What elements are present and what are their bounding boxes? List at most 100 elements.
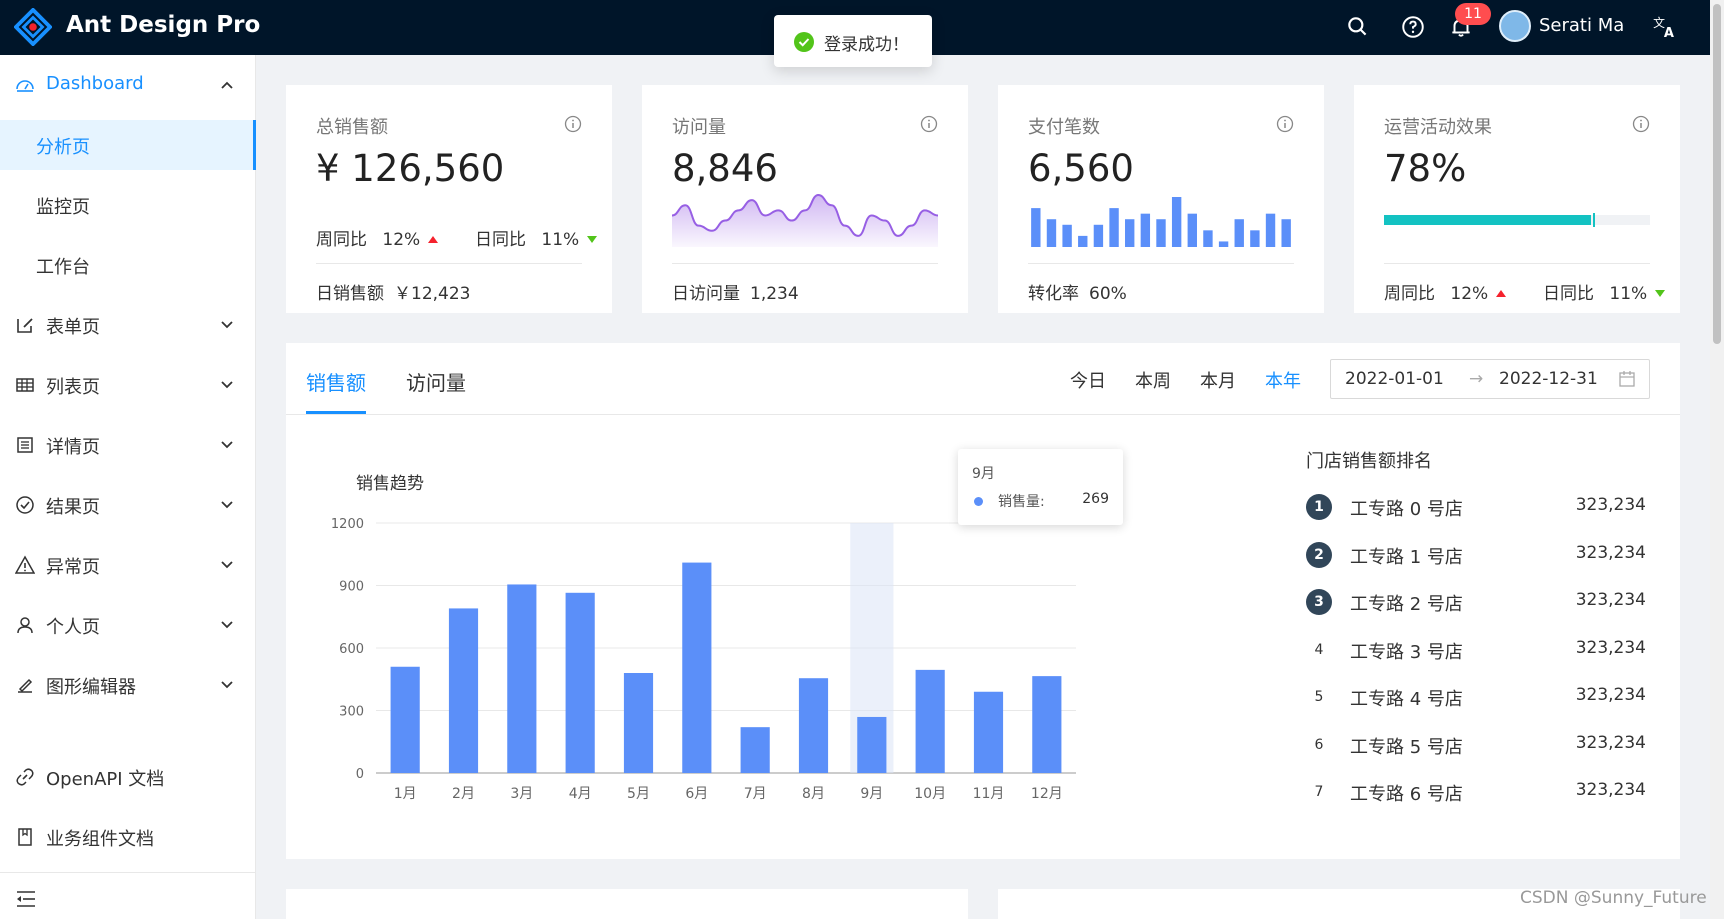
date-range-picker[interactable]: 2022-01-01 → 2022-12-31 — [1330, 359, 1650, 399]
x-tick-label: 12月 — [1031, 786, 1063, 802]
bar-11月[interactable] — [973, 691, 1004, 773]
rank-value: 323,234 — [1575, 495, 1646, 515]
menu-fold-icon[interactable] — [15, 889, 37, 909]
period-today[interactable]: 今日 — [1070, 371, 1106, 392]
ranking-title: 门店销售额排名 — [1306, 451, 1432, 472]
rank-number: 2 — [1306, 541, 1332, 568]
sales-bar-chart[interactable]: 0 300 600 900 1200 1月 2月 3月 4月 5月 6月 7月 8月 9月 10月 11月 12… — [326, 493, 1086, 833]
chevron-down-icon — [221, 321, 233, 329]
chevron-up-icon — [221, 81, 233, 89]
bar-1月[interactable] — [390, 666, 420, 773]
bar-6月[interactable] — [682, 562, 712, 773]
x-tick-label: 6月 — [685, 786, 708, 802]
progress-target-marker — [1592, 213, 1595, 227]
submenu-monitor-label: 监控页 — [36, 197, 90, 218]
rank-value: 323,234 — [1575, 590, 1646, 610]
chevron-down-icon — [221, 441, 233, 449]
caret-down-icon — [1655, 290, 1666, 297]
ranking-row: 7 工专路 6 号店 323,234 — [1306, 777, 1646, 807]
x-tick-label: 8月 — [802, 786, 825, 802]
svg-text:A: A — [1664, 26, 1674, 40]
progress-fill — [1384, 215, 1592, 225]
payments-bar — [1203, 230, 1213, 247]
menu-result[interactable]: 结果页 — [0, 480, 256, 530]
day-label: 日同比 — [1543, 284, 1595, 304]
avatar[interactable] — [1499, 10, 1531, 42]
period-week[interactable]: 本周 — [1135, 371, 1171, 392]
info-icon[interactable] — [920, 115, 938, 133]
tooltip-title: 9月 — [972, 466, 995, 482]
x-tick-label: 4月 — [569, 786, 592, 802]
payments-bar — [1140, 213, 1151, 247]
menu-detail[interactable]: 详情页 — [0, 420, 256, 470]
card-value: ¥ 126,560 — [316, 147, 505, 190]
ranking-row: 5 工专路 4 号店 323,234 — [1306, 682, 1646, 712]
rank-number: 1 — [1306, 494, 1332, 520]
rank-store-name: 工专路 4 号店 — [1350, 689, 1463, 710]
date-end-input[interactable]: 2022-12-31 — [1499, 369, 1598, 389]
rank-store-name: 工专路 0 号店 — [1350, 499, 1463, 520]
info-icon[interactable] — [1632, 115, 1650, 133]
bar-10月[interactable] — [915, 669, 945, 773]
scrollbar-thumb[interactable] — [1713, 4, 1721, 344]
search-icon[interactable] — [1345, 14, 1371, 40]
payments-bar — [1093, 224, 1104, 247]
menu-editor-label: 图形编辑器 — [46, 677, 136, 698]
rank-number: 4 — [1314, 641, 1324, 658]
ant-logo-icon[interactable] — [14, 8, 52, 46]
period-year[interactable]: 本年 — [1265, 371, 1301, 392]
menu-form[interactable]: 表单页 — [0, 300, 256, 350]
card-divider — [1384, 263, 1650, 264]
x-tick-label: 9月 — [860, 786, 883, 802]
bar-2月[interactable] — [448, 608, 479, 773]
y-tick-label: 0 — [356, 767, 364, 782]
question-icon[interactable] — [1400, 14, 1426, 40]
sales-panel: 销售额 访问量 今日 本周 本月 本年 2022-01-01 → 2022-12… — [286, 343, 1680, 859]
user-name[interactable]: Serati Ma — [1539, 15, 1625, 36]
card-footer: 周同比 12% 日同比 11% — [1384, 279, 1666, 304]
bar-8月[interactable] — [798, 678, 829, 773]
menu-exception[interactable]: 异常页 — [0, 540, 256, 590]
menu-dashboard[interactable]: Dashboard — [0, 60, 256, 110]
rank-number: 5 — [1314, 689, 1324, 705]
highlight-icon — [18, 678, 33, 693]
calendar-icon[interactable] — [1618, 370, 1636, 388]
bar-12月[interactable] — [1032, 676, 1062, 773]
caret-up-icon — [1496, 290, 1507, 297]
x-tick-label: 5月 — [627, 786, 650, 802]
menu-list[interactable]: 列表页 — [0, 360, 256, 410]
payments-bar — [1281, 219, 1291, 247]
bar-9月[interactable] — [857, 716, 887, 773]
date-start-input[interactable]: 2022-01-01 — [1345, 369, 1444, 389]
menu-editor[interactable]: 图形编辑器 — [0, 660, 256, 710]
x-tick-label: 2月 — [452, 786, 475, 802]
info-icon[interactable] — [1276, 115, 1294, 133]
payments-bar — [1218, 241, 1229, 247]
arrow-right-icon: → — [1469, 369, 1484, 389]
menu-component-docs[interactable]: 业务组件文档 — [0, 812, 256, 862]
payments-bar — [1171, 197, 1182, 247]
submenu-monitor[interactable]: 监控页 — [0, 180, 256, 230]
menu-account[interactable]: 个人页 — [0, 600, 256, 650]
tab-visits[interactable]: 访问量 — [406, 371, 466, 395]
footer-label: 日销售额 — [316, 284, 384, 304]
bar-3月[interactable] — [507, 584, 537, 773]
card-value: 6,560 — [1028, 147, 1134, 190]
chart-title: 销售趋势 — [356, 474, 424, 494]
caret-up-icon — [428, 236, 439, 243]
x-tick-label: 3月 — [510, 786, 533, 802]
period-month[interactable]: 本月 — [1200, 371, 1236, 392]
info-icon[interactable] — [564, 115, 582, 133]
submenu-workplace[interactable]: 工作台 — [0, 240, 256, 290]
bar-5月[interactable] — [623, 673, 654, 773]
menu-openapi-docs[interactable]: OpenAPI 文档 — [0, 752, 256, 802]
app-title[interactable]: Ant Design Pro — [66, 12, 261, 38]
notification-badge: 11 — [1455, 3, 1491, 25]
bar-7月[interactable] — [740, 727, 770, 773]
bar-4月[interactable] — [565, 592, 595, 773]
payments-bar — [1187, 213, 1197, 247]
payments-bar — [1265, 213, 1276, 247]
translate-icon[interactable]: 文 A — [1652, 14, 1678, 40]
submenu-analysis[interactable]: 分析页 — [0, 120, 256, 170]
tab-sales[interactable]: 销售额 — [306, 371, 366, 395]
